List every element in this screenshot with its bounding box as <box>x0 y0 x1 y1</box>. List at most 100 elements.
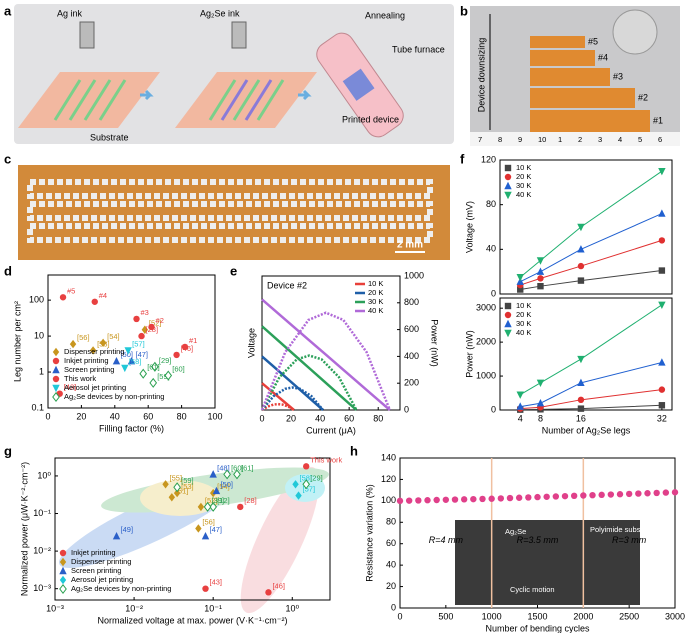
point-label: [50] <box>220 480 233 489</box>
data-point <box>141 325 149 334</box>
data-point <box>516 391 524 399</box>
ruler-label: 4 <box>618 135 622 144</box>
x-tick-label: 3000 <box>665 611 685 621</box>
point-label: [61] <box>241 463 254 472</box>
label: Printed device <box>342 114 399 124</box>
legend-label: Dispenser printing <box>64 347 124 356</box>
y-tick-label: 20 <box>386 581 396 591</box>
data-point <box>59 294 67 301</box>
legend-label: Ag₂Se devices by non-printing <box>64 392 164 401</box>
ruler-label: 1 <box>558 135 562 144</box>
data-point <box>658 167 666 176</box>
point-label: [39] <box>212 496 225 505</box>
legend-label: Inkjet printing <box>71 548 116 557</box>
label: Tube furnace <box>392 44 445 54</box>
data-point <box>658 209 666 217</box>
legend-label: 10 K <box>368 279 383 288</box>
inset-label: Cyclic motion <box>510 585 555 594</box>
point-label: #5 <box>67 286 75 295</box>
line <box>520 270 662 291</box>
data-point <box>442 496 450 503</box>
x-axis-label: Number of Ag₂Se legs <box>542 425 631 435</box>
data-point <box>91 298 98 305</box>
data-point <box>517 286 524 293</box>
data-point <box>124 347 132 355</box>
data-point <box>295 491 302 500</box>
legend-label: Screen printing <box>64 365 114 374</box>
label: Ag ink <box>57 8 83 18</box>
legend-swatch <box>52 365 60 374</box>
leg-row <box>27 223 433 243</box>
data-point <box>202 585 209 592</box>
panel-label: f <box>460 151 465 166</box>
y-axis-label: Power (nW) <box>464 330 474 378</box>
x-tick-label: 500 <box>438 611 453 621</box>
printed-device-shape <box>342 68 375 101</box>
line <box>520 239 663 286</box>
point-label: #2 <box>156 316 164 325</box>
data-point <box>644 490 651 497</box>
data-point <box>302 479 311 490</box>
point-label: [56] <box>202 517 215 526</box>
point-label: [57] <box>132 339 145 348</box>
legend-swatch <box>504 329 512 338</box>
inset-label: Ag₂Se <box>505 527 526 536</box>
y-tick-label: 0 <box>391 602 396 612</box>
data-point <box>89 346 97 355</box>
legend-swatch <box>52 357 60 365</box>
point-label: [59] <box>157 372 170 381</box>
plot-frame <box>54 457 331 601</box>
line <box>519 304 663 396</box>
point-label: #4 <box>99 291 107 300</box>
data-point <box>237 503 244 511</box>
data-point <box>662 489 670 496</box>
point-label: [43] <box>210 578 223 587</box>
y-tick-label: 3000 <box>476 303 496 313</box>
data-point <box>151 361 159 372</box>
data-point <box>658 301 666 309</box>
nozzle-1 <box>79 21 95 49</box>
data-point <box>209 470 217 478</box>
legend-label: 10 K <box>516 301 531 310</box>
legend-label: Aerosol jet printing <box>64 383 126 392</box>
line <box>520 404 662 411</box>
point-label: [54] <box>107 332 120 341</box>
legend-swatch <box>59 575 67 585</box>
legend-swatch <box>504 311 512 319</box>
x-tick-label: 32 <box>657 413 667 423</box>
y-tick-label: 140 <box>381 452 396 462</box>
legend-label: Aerosol jet printing <box>71 575 133 584</box>
legend-label: 20 K <box>516 310 531 319</box>
y-tick-label: 10⁻³ <box>33 583 51 593</box>
data-point <box>197 502 205 512</box>
substrate-1 <box>18 72 160 128</box>
device-strip <box>530 50 595 66</box>
y-tick-label: 0 <box>491 288 496 298</box>
data-point <box>292 480 299 489</box>
scale-bar-label: 2 mm <box>397 240 423 251</box>
point-label: This work <box>310 455 342 464</box>
x-tick-label: 60 <box>143 411 153 421</box>
data-point <box>536 267 545 275</box>
y-tick-label: 0.1 <box>31 402 44 412</box>
point-label: #1 <box>189 336 197 345</box>
data-point <box>203 501 212 512</box>
y2-tick-label: 400 <box>404 351 419 361</box>
data-point <box>506 494 514 502</box>
x-axis-label: Filling factor (%) <box>99 423 164 433</box>
data-point <box>577 378 585 387</box>
x-axis-label: Current (μA) <box>306 425 356 435</box>
data-point <box>607 491 615 498</box>
coin <box>612 9 658 55</box>
data-point <box>127 357 136 365</box>
device-label: #1 <box>653 115 663 125</box>
legend-swatch <box>504 164 512 172</box>
device-strip <box>530 36 585 48</box>
legend-label: Ag₂Se devices by non-printing <box>71 584 171 593</box>
data-point <box>577 405 585 412</box>
data-point <box>577 277 585 284</box>
x-tick-label: 60 <box>344 413 354 423</box>
legend-label: 30 K <box>368 297 383 306</box>
data-point <box>635 490 642 497</box>
data-point <box>173 351 180 359</box>
